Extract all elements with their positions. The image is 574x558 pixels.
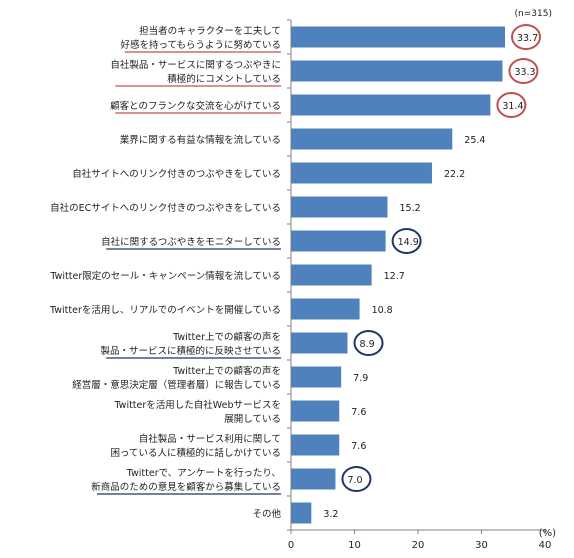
bar bbox=[291, 366, 342, 388]
value-label: 7.0 bbox=[347, 475, 362, 486]
value-label: 10.8 bbox=[372, 305, 393, 316]
bar bbox=[291, 196, 388, 218]
category-label: Twitterを活用し、リアルでのイベントを開催している bbox=[49, 304, 281, 316]
category-label: 自社製品・サービス利用に関して bbox=[139, 433, 281, 445]
highlight-circle bbox=[353, 330, 384, 356]
bar-row: 自社サイトへのリンク付きのつぶやきをしている 22.2 bbox=[72, 162, 465, 184]
highlight-circle bbox=[391, 228, 422, 254]
bar bbox=[291, 434, 340, 456]
bar-row: 顧客とのフランクな交流を心がけている 31.4 bbox=[110, 92, 527, 118]
highlight-circle bbox=[510, 24, 541, 50]
value-label: 31.4 bbox=[502, 101, 523, 112]
bar-row: Twitterで、アンケートを行ったり、新商品のための意見を顧客から募集している… bbox=[91, 466, 372, 495]
category-label: Twitter限定のセール・キャンペーン情報を流している bbox=[49, 270, 281, 282]
x-tick-label: 20 bbox=[412, 540, 425, 551]
bar-row: 自社に関するつぶやきをモニターしている 14.9 bbox=[101, 228, 422, 254]
category-label: 積極的にコメントしている bbox=[167, 73, 281, 85]
x-tick-label: 40 bbox=[539, 540, 552, 551]
bar bbox=[291, 94, 491, 116]
bar-row: 業界に関する有益な情報を流している 25.4 bbox=[120, 128, 485, 150]
category-label: 困っている人に積極的に話しかけている bbox=[110, 447, 281, 459]
highlight-circle bbox=[508, 58, 539, 84]
category-label: Twitterを活用した自社Webサービスを bbox=[113, 399, 281, 411]
bar bbox=[291, 128, 453, 150]
value-label: 7.6 bbox=[351, 441, 366, 452]
category-label: Twitterで、アンケートを行ったり、 bbox=[126, 467, 281, 479]
category-label: 自社製品・サービスに関するつぶやきに bbox=[110, 59, 281, 71]
x-tick-label: 30 bbox=[475, 540, 488, 551]
x-axis-unit: (%) bbox=[539, 528, 556, 539]
bar bbox=[291, 60, 503, 82]
category-label: 好感を持ってもらうように努めている bbox=[120, 39, 281, 51]
bar bbox=[291, 332, 348, 354]
category-label: 業界に関する有益な情報を流している bbox=[120, 134, 281, 146]
bar-row: その他 3.2 bbox=[252, 502, 338, 524]
category-label: その他 bbox=[252, 508, 281, 520]
bar bbox=[291, 26, 505, 48]
highlight-circle bbox=[341, 466, 372, 492]
category-label: 担当者のキャラクターを工夫して bbox=[139, 25, 281, 37]
bar bbox=[291, 502, 312, 524]
bar bbox=[291, 298, 360, 320]
category-label: 自社サイトへのリンク付きのつぶやきをしている bbox=[72, 168, 281, 180]
bar bbox=[291, 400, 340, 422]
value-label: 12.7 bbox=[384, 271, 405, 282]
category-label: Twitter上での顧客の声を bbox=[172, 365, 281, 377]
category-label: 自社に関するつぶやきをモニターしている bbox=[101, 236, 281, 248]
bar bbox=[291, 468, 336, 490]
value-label: 15.2 bbox=[400, 203, 421, 214]
value-label: 7.6 bbox=[351, 407, 366, 418]
category-label: 展開している bbox=[224, 414, 281, 425]
value-label: 7.9 bbox=[353, 373, 368, 384]
value-label: 8.9 bbox=[360, 339, 375, 350]
category-label: Twitter上での顧客の声を bbox=[172, 331, 281, 343]
bar bbox=[291, 162, 432, 184]
sample-size-note: (n=315) bbox=[515, 9, 552, 19]
category-label: 製品・サービスに積極的に反映させている bbox=[100, 345, 281, 357]
category-label: 自社のECサイトへのリンク付きのつぶやきをしている bbox=[50, 202, 281, 214]
category-label: 経営層・意思決定層（管理者層）に報告している bbox=[72, 379, 281, 391]
value-label: 3.2 bbox=[323, 509, 338, 520]
bar-row: 自社のECサイトへのリンク付きのつぶやきをしている 15.2 bbox=[50, 196, 421, 218]
value-label: 33.3 bbox=[514, 67, 535, 78]
x-tick-label: 0 bbox=[288, 540, 294, 551]
category-label: 新商品のための意見を顧客から募集している bbox=[91, 481, 281, 493]
bar-row: Twitter限定のセール・キャンペーン情報を流している 12.7 bbox=[49, 264, 405, 286]
bar-row: Twitterを活用し、リアルでのイベントを開催している 10.8 bbox=[49, 298, 393, 320]
bar bbox=[291, 230, 386, 252]
highlight-circle bbox=[496, 92, 527, 118]
category-label: 顧客とのフランクな交流を心がけている bbox=[110, 100, 281, 112]
value-label: 14.9 bbox=[398, 237, 419, 248]
value-label: 33.7 bbox=[517, 33, 538, 44]
value-label: 22.2 bbox=[444, 169, 465, 180]
x-tick-label: 10 bbox=[348, 540, 361, 551]
bar bbox=[291, 264, 372, 286]
value-label: 25.4 bbox=[464, 135, 485, 146]
